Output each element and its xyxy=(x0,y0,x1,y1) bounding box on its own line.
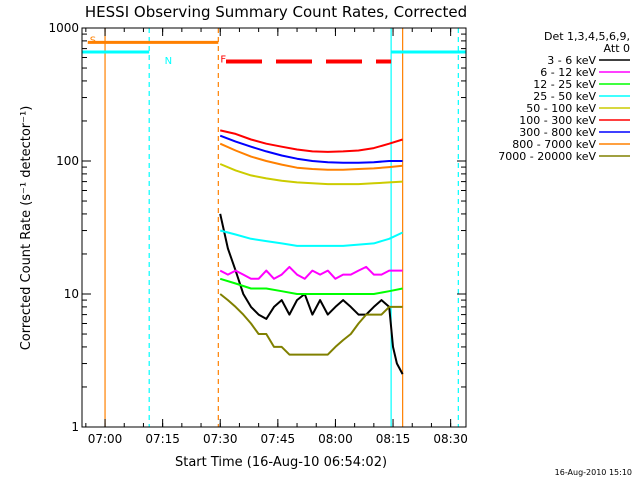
y-tick-label-0: 1 xyxy=(71,420,79,434)
series-line-2 xyxy=(219,277,403,295)
orbit-flag-label-1: N xyxy=(165,56,172,67)
x-tick-label-1: 07:15 xyxy=(145,432,180,446)
x-tick-label-4: 08:00 xyxy=(318,432,353,446)
x-axis-label: Start Time (16-Aug-10 06:54:02) xyxy=(175,455,387,470)
y-axis: 1 10 100 1000 xyxy=(48,21,466,434)
legend-label-0: 3 - 6 keV xyxy=(547,54,596,67)
series-line-4 xyxy=(219,163,403,186)
y-tick-label-2: 100 xyxy=(56,154,79,168)
series-line-5 xyxy=(219,129,403,153)
x-tick-label-6: 08:30 xyxy=(433,432,468,446)
x-tick-label-2: 07:30 xyxy=(203,432,238,446)
series-layer xyxy=(219,129,404,375)
plot-frame xyxy=(81,27,467,428)
orbit-flag-label-3: F xyxy=(220,54,226,65)
legend-label-2: 12 - 25 keV xyxy=(533,78,596,91)
legend-label-3: 25 - 50 keV xyxy=(533,90,596,103)
x-tick-label-3: 07:45 xyxy=(261,432,296,446)
series-line-1 xyxy=(219,265,403,280)
legend-label-5: 100 - 300 keV xyxy=(519,114,596,127)
legend-label-4: 50 - 100 keV xyxy=(526,102,596,115)
series-line-3 xyxy=(219,229,404,247)
series-line-7 xyxy=(219,142,403,171)
legend-label-7: 800 - 7000 keV xyxy=(512,138,596,151)
y-axis-label: Corrected Count Rate (s⁻¹ detector⁻¹) xyxy=(19,106,34,351)
series-line-0 xyxy=(219,213,404,375)
series-line-6 xyxy=(219,134,403,164)
legend-title-line-1: Det 1,3,4,5,6,9, xyxy=(544,30,630,43)
legend-label-8: 7000 - 20000 keV xyxy=(498,150,596,163)
legend-label-1: 6 - 12 keV xyxy=(540,66,596,79)
vertical-markers xyxy=(104,28,459,427)
footer-timestamp: 16-Aug-2010 15:10 xyxy=(555,468,632,477)
chart-title: HESSI Observing Summary Count Rates, Cor… xyxy=(85,3,467,21)
orbit-flag-label-0: S xyxy=(90,35,96,46)
y-tick-label-3: 1000 xyxy=(48,21,79,35)
y-tick-label-1: 10 xyxy=(64,287,79,301)
orbit-flags: S N F xyxy=(82,35,466,67)
x-axis: 07:00 07:15 07:30 07:45 08:00 08:15 08:30 xyxy=(85,28,468,446)
x-tick-label-0: 07:00 xyxy=(88,432,123,446)
legend-title-line-2: Att 0 xyxy=(604,42,630,55)
legend-label-6: 300 - 800 keV xyxy=(519,126,596,139)
x-tick-label-5: 08:15 xyxy=(376,432,411,446)
series-line-8 xyxy=(219,293,403,356)
